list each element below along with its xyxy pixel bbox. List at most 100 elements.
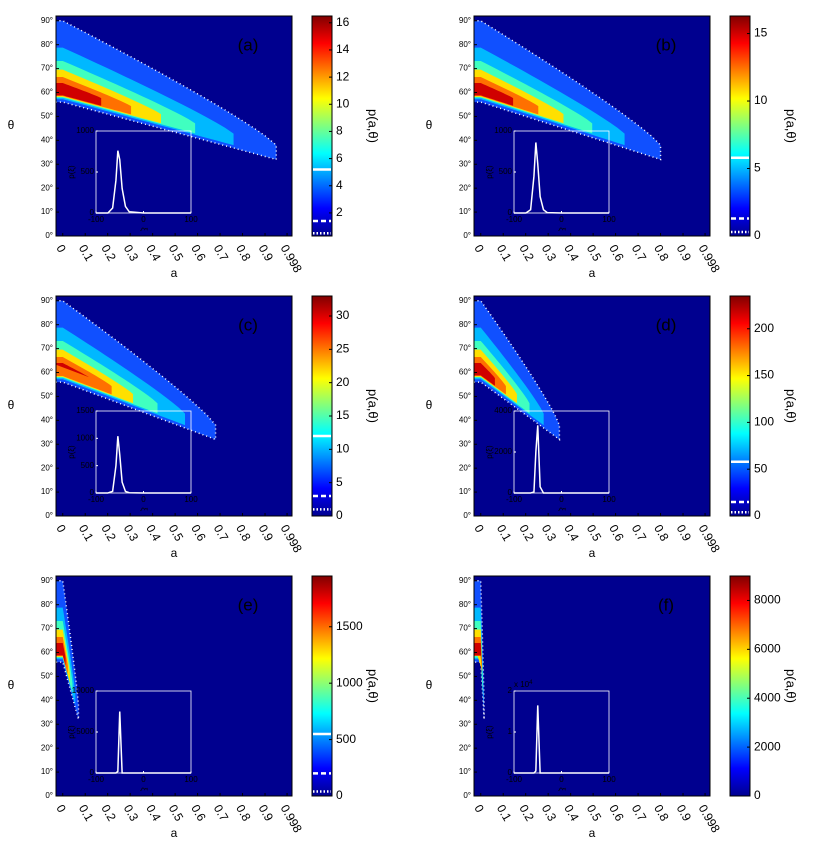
inset-x-label: ξ [139, 507, 148, 511]
inset-x-tick-label: -100 [88, 775, 105, 784]
y-tick-label: 10° [41, 207, 53, 216]
colorbar-label: p(a,θ) [366, 669, 381, 703]
x-tick-label: 0.4 [561, 802, 582, 824]
x-tick-label: 0.7 [211, 522, 232, 544]
x-tick-label: 0.3 [539, 522, 560, 544]
colorbar-label: p(a,θ) [784, 389, 799, 423]
plot-frame [55, 575, 293, 797]
x-tick-label: 0.8 [233, 242, 254, 264]
panel-label: (d) [656, 315, 677, 334]
panel-label: (e) [238, 595, 259, 614]
density-layer [474, 20, 662, 161]
inset-y-label: p(ξ) [485, 165, 494, 179]
colorbar-tick-label: 8000 [754, 593, 781, 607]
x-tick-label: 0.3 [539, 242, 560, 264]
y-tick-label: 0° [45, 231, 53, 240]
y-tick-label: 40° [459, 695, 471, 704]
y-tick-label: 0° [463, 511, 471, 520]
x-tick-label: 0.4 [143, 242, 164, 264]
inset-x-tick-label: 100 [184, 215, 198, 224]
y-tick-label: 80° [459, 600, 471, 609]
inset-y-tick-label: 2 [508, 686, 513, 695]
y-axis-label: θ [8, 118, 15, 132]
x-tick-label: 0.6 [606, 802, 627, 824]
density-layer [56, 300, 217, 441]
inset-y-tick-label: 1 [508, 727, 513, 736]
x-tick-label: 0.3 [539, 802, 560, 824]
y-tick-label: 70° [41, 624, 53, 633]
inset-y-label: p(ξ) [485, 725, 494, 739]
x-tick-label: 0.9 [674, 522, 695, 544]
x-tick-label: 0 [471, 802, 487, 815]
plot-frame [473, 15, 711, 237]
x-tick-label: 0.4 [143, 522, 164, 544]
y-tick-label: 80° [459, 40, 471, 49]
inset-x-tick-label: -100 [506, 215, 523, 224]
scale-exp: 4 [529, 680, 533, 686]
inset-x-tick-label: -100 [88, 215, 105, 224]
colorbar-tick-label: 500 [336, 732, 356, 746]
y-tick-label: 90° [459, 296, 471, 305]
x-tick-label: 0.9 [256, 802, 277, 824]
colorbar-tick-label: 6000 [754, 642, 781, 656]
x-tick-label: 0.6 [606, 242, 627, 264]
colorbar-tick-label: 2 [336, 205, 343, 219]
inset-line [514, 425, 609, 494]
x-tick-label: 0.5 [166, 802, 187, 824]
inset-y-tick-label: 10000 [72, 686, 95, 695]
x-axis-label: a [171, 826, 178, 840]
inset-x-label: ξ [557, 507, 566, 511]
colorbar-tick-label: 2000 [754, 739, 781, 753]
panel: 0 0.1 0.2 0.3 0.4 0.5 0.6 0.7 0.8 0.9 0.998 0° 10° 20… [8, 295, 381, 560]
x-tick-label: 0 [53, 802, 69, 815]
y-tick-label: 50° [459, 392, 471, 401]
y-tick-label: 70° [459, 64, 471, 73]
y-tick-label: 90° [459, 576, 471, 585]
x-tick-label: 0.1 [76, 802, 97, 824]
density-layer [474, 643, 482, 666]
scale-base: x 10 [514, 680, 530, 689]
y-tick-label: 40° [41, 695, 53, 704]
y-tick-label: 50° [41, 392, 53, 401]
y-tick-label: 70° [41, 344, 53, 353]
colorbar-tick-label: 1000 [336, 675, 363, 689]
y-tick-label: 20° [41, 743, 53, 752]
density-region [56, 300, 217, 441]
y-tick-label: 70° [459, 344, 471, 353]
x-tick-label: 0.7 [211, 802, 232, 824]
inset-y-tick-label: 1000 [76, 126, 94, 135]
colorbar-tick-label: 1500 [336, 619, 363, 633]
inset-x-tick-label: 100 [184, 495, 198, 504]
y-tick-label: 30° [459, 439, 471, 448]
y-tick-label: 60° [41, 648, 53, 657]
y-tick-label: 30° [41, 439, 53, 448]
colorbar-tick-label: 150 [754, 368, 774, 382]
inset-y-tick-label: 0 [90, 208, 95, 217]
y-axis-label: θ [426, 398, 433, 412]
inset-x-tick-label: 0 [141, 495, 146, 504]
colorbar-tick-label: 5 [336, 475, 343, 489]
colorbar-tick-label: 10 [336, 442, 350, 456]
y-tick-label: 20° [459, 183, 471, 192]
x-tick-label: 0.3 [121, 802, 142, 824]
y-tick-label: 90° [41, 296, 53, 305]
x-tick-label: 0.2 [516, 242, 537, 264]
x-tick-label: 0.8 [233, 802, 254, 824]
colorbar-tick-label: 30 [336, 308, 350, 322]
inset-y-tick-label: 0 [508, 208, 513, 217]
x-tick-label: 0.3 [121, 522, 142, 544]
inset-x-tick-label: 0 [559, 495, 564, 504]
inset-line [96, 150, 191, 214]
inset-x-tick-label: -100 [506, 495, 523, 504]
colorbar-label: p(a,θ) [366, 389, 381, 423]
inset-x-tick-label: 0 [141, 215, 146, 224]
x-tick-label: 0 [53, 522, 69, 535]
plot-background [474, 296, 710, 516]
y-tick-label: 90° [41, 576, 53, 585]
inset-line [514, 142, 609, 214]
x-tick-label: 0.1 [494, 802, 515, 824]
colorbar-tick-label: 0 [336, 788, 343, 802]
colorbar-tick-label: 15 [336, 408, 350, 422]
x-tick-label: 0.8 [233, 522, 254, 544]
